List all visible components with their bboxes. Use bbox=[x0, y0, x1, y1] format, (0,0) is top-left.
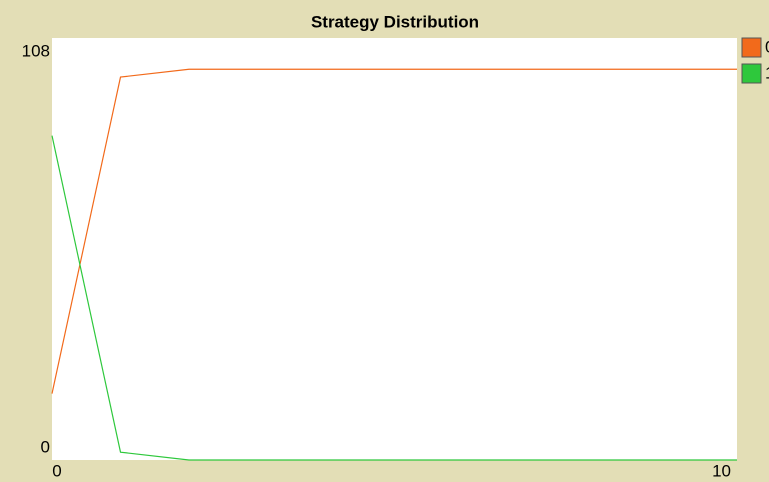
x-tick-label: 10 bbox=[712, 461, 731, 480]
series-line bbox=[51, 135, 737, 461]
legend-label: 1 bbox=[765, 63, 769, 82]
y-tick-label: 108 bbox=[22, 41, 50, 60]
plot-area bbox=[52, 38, 737, 460]
x-tick-label: 0 bbox=[52, 461, 61, 480]
legend-swatch bbox=[741, 37, 762, 58]
series-line bbox=[51, 68, 737, 394]
chart-title: Strategy Distribution bbox=[311, 12, 479, 31]
legend-swatch bbox=[741, 63, 762, 84]
y-tick-label: 0 bbox=[41, 437, 50, 456]
legend-label: 0 bbox=[765, 37, 769, 56]
